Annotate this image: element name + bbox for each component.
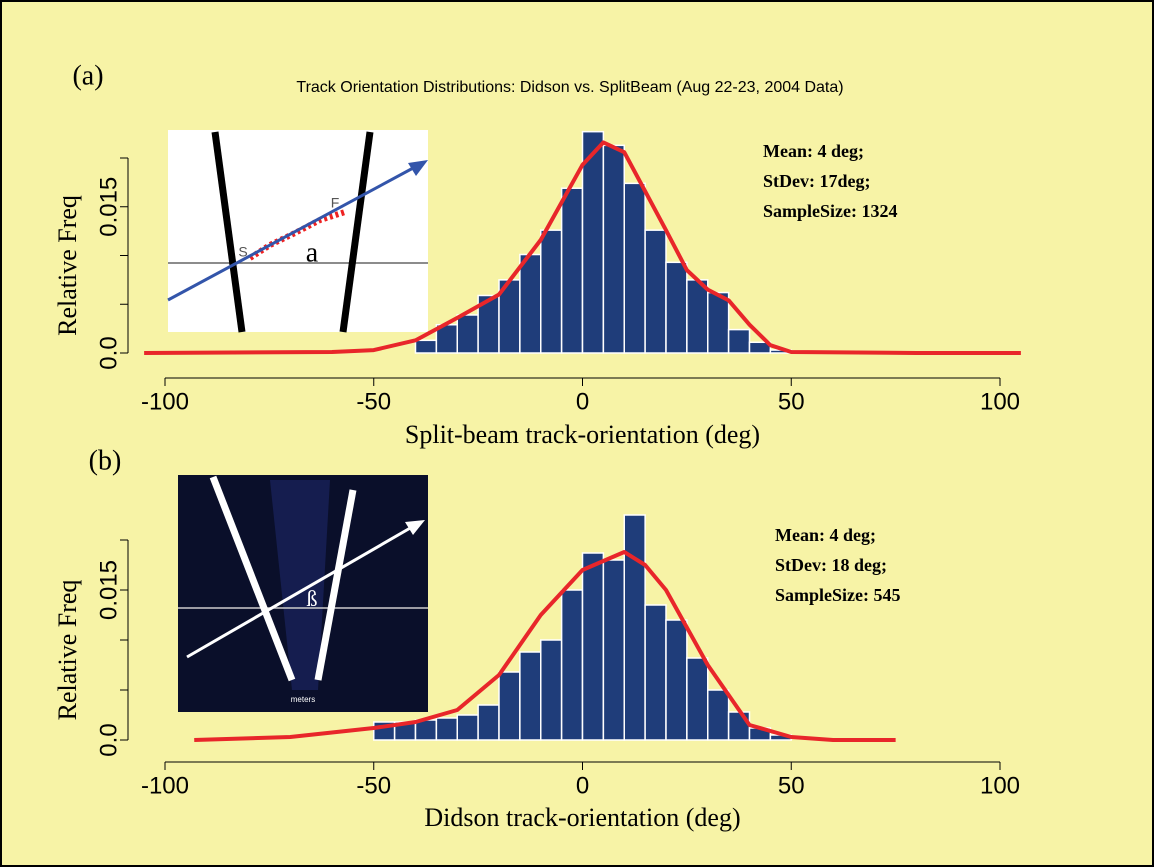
inset-b	[178, 475, 428, 712]
bar	[581, 130, 605, 354]
x-tick-label: 0	[576, 772, 589, 799]
bar	[519, 253, 542, 354]
stat-annotation: StDev: 17deg;	[763, 171, 870, 191]
y-tick-label: 0.0	[95, 723, 122, 756]
bar	[456, 314, 479, 354]
stat-annotation: SampleSize: 1324	[763, 201, 898, 221]
x-tick-label: -50	[356, 388, 391, 415]
panel-label: (b)	[89, 445, 122, 476]
x-tick-label: 100	[980, 388, 1020, 415]
stat-annotation: Mean: 4 deg;	[775, 525, 876, 545]
bar	[686, 279, 709, 354]
bar	[665, 261, 688, 354]
y-tick-label: 0.015	[95, 177, 122, 237]
inset-label: F	[331, 195, 340, 211]
bar	[727, 711, 751, 741]
bar	[665, 619, 688, 741]
x-tick-label: -50	[356, 772, 391, 799]
x-tick-label: 50	[778, 772, 805, 799]
x-tick-label: 100	[980, 772, 1020, 799]
x-axis-label: Didson track-orientation (deg)	[424, 803, 740, 832]
inset-label: S	[238, 244, 247, 260]
y-axis-label: Relative Freq	[53, 580, 82, 721]
inset-a	[167, 130, 428, 333]
bar	[686, 657, 709, 741]
stat-annotation: Mean: 4 deg;	[763, 141, 864, 161]
bar	[414, 339, 438, 354]
inset-label: meters	[291, 695, 315, 704]
bar	[727, 328, 751, 354]
density-curve	[144, 140, 1021, 355]
sonar-beam	[270, 480, 330, 690]
bar	[602, 144, 625, 354]
bar	[477, 704, 500, 741]
bar	[623, 182, 646, 354]
bar	[456, 714, 479, 741]
density-curve	[194, 550, 896, 742]
bar	[707, 689, 730, 741]
panel-label: (a)	[72, 60, 103, 91]
track-arrow	[186, 525, 413, 659]
bar	[748, 341, 772, 354]
bar	[560, 589, 584, 741]
inset-label: ß	[307, 586, 318, 611]
bar	[435, 717, 458, 741]
y-axis-label: Relative Freq	[53, 195, 82, 336]
beam-edge	[314, 489, 357, 681]
arrow-head	[405, 520, 425, 535]
chart-title: Track Orientation Distributions: Didson …	[296, 79, 843, 96]
x-axis-label: Split-beam track-orientation (deg)	[405, 420, 760, 449]
bar	[540, 639, 563, 741]
bar	[540, 229, 563, 354]
bar	[602, 559, 625, 741]
bar	[707, 291, 730, 354]
bar	[644, 604, 667, 741]
x-tick-label: 50	[778, 388, 805, 415]
x-tick-label: -100	[141, 388, 189, 415]
bar	[498, 671, 521, 741]
bar	[519, 651, 542, 741]
inset-label: a	[306, 237, 319, 268]
beam-edge	[339, 131, 374, 333]
y-tick-label: 0.015	[95, 560, 122, 620]
bar	[560, 187, 584, 354]
track-arrow	[167, 165, 416, 302]
stat-annotation: SampleSize: 545	[775, 585, 901, 605]
x-tick-label: 0	[576, 388, 589, 415]
bar	[644, 229, 667, 354]
beam-edge	[209, 475, 296, 682]
bar	[623, 514, 646, 741]
x-tick-label: -100	[141, 772, 189, 799]
bar	[581, 552, 605, 741]
beam-edge	[211, 131, 246, 333]
y-tick-label: 0.0	[95, 336, 122, 369]
arrow-head	[408, 160, 428, 176]
stat-annotation: StDev: 18 deg;	[775, 555, 887, 575]
